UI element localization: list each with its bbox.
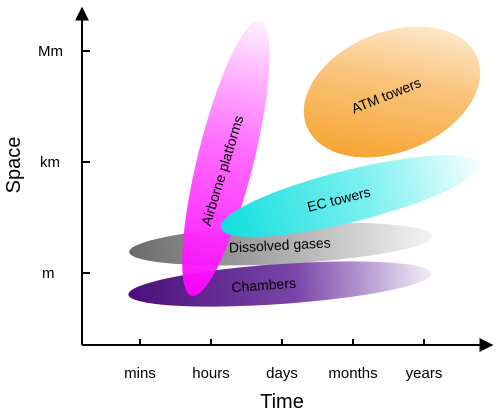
- y-ticks: m km Mm: [38, 43, 90, 282]
- x-tick-label-years: years: [406, 365, 443, 382]
- y-tick-label-km: km: [40, 154, 60, 171]
- x-tick-label-days: days: [266, 365, 298, 382]
- y-axis-title: Space: [3, 137, 25, 194]
- chambers-label: Chambers: [231, 275, 297, 295]
- x-ticks: mins hours days months years: [124, 339, 442, 382]
- x-tick-label-hours: hours: [192, 365, 230, 382]
- ec-towers-ellipse: EC towers: [220, 155, 480, 237]
- airborne-platforms-ellipse: Airborne platforms: [182, 20, 270, 296]
- x-tick-label-months: months: [328, 365, 377, 382]
- dissolved-gases-label: Dissolved gases: [228, 234, 331, 255]
- y-tick-label-m: m: [42, 265, 55, 282]
- atm-towers-ellipse: ATM towers: [303, 26, 481, 158]
- x-tick-label-mins: mins: [124, 365, 156, 382]
- y-tick-label-mm: Mm: [38, 43, 63, 60]
- x-axis-title: Time: [260, 391, 304, 413]
